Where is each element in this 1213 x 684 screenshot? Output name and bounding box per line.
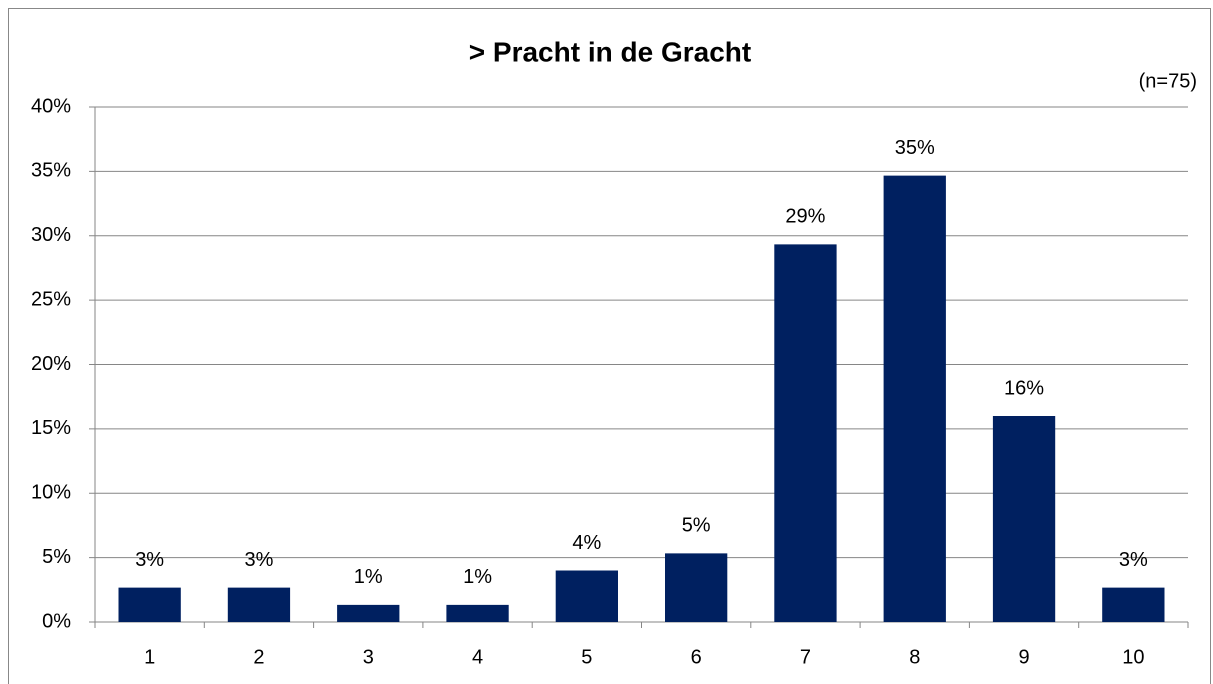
y-tick-label: 0%: [42, 610, 71, 632]
data-label: 35%: [895, 137, 935, 159]
x-tick-label: 9: [1018, 646, 1029, 668]
bar: [1102, 587, 1165, 622]
data-label: 4%: [572, 532, 601, 554]
bar: [118, 587, 181, 622]
x-tick-label: 3: [363, 646, 374, 668]
bar: [664, 553, 728, 622]
x-tick-label: 8: [909, 646, 920, 668]
bar: [446, 604, 509, 622]
y-tick-label: 20%: [31, 353, 71, 375]
y-tick-label: 10%: [31, 482, 71, 504]
bar: [227, 587, 291, 622]
bar: [992, 416, 1056, 622]
data-label: 29%: [785, 206, 825, 228]
bar: [337, 604, 400, 622]
x-tick-label: 1: [144, 646, 155, 668]
data-label: 3%: [244, 549, 273, 571]
x-tick-label: 6: [691, 646, 702, 668]
bar: [774, 244, 837, 622]
y-tick-label: 5%: [42, 546, 71, 568]
x-tick-label: 2: [253, 646, 264, 668]
data-label: 3%: [135, 549, 164, 571]
data-label: 16%: [1004, 377, 1044, 399]
chart-title: > Pracht in de Gracht: [469, 36, 751, 67]
x-tick-label: 5: [581, 646, 592, 668]
data-label: 5%: [682, 515, 711, 537]
y-tick-label: 40%: [31, 95, 71, 117]
data-label: 1%: [354, 566, 383, 588]
x-tick-label: 7: [800, 646, 811, 668]
x-tick-label: 4: [472, 646, 483, 668]
bar: [555, 570, 619, 622]
annotation: (n=75): [1139, 70, 1197, 92]
y-tick-label: 35%: [31, 160, 71, 182]
data-label: 1%: [463, 566, 492, 588]
y-tick-label: 25%: [31, 288, 71, 310]
data-label: 3%: [1119, 549, 1148, 571]
y-tick-label: 30%: [31, 224, 71, 246]
bar: [883, 175, 946, 622]
y-tick-label: 15%: [31, 417, 71, 439]
x-tick-label: 10: [1122, 646, 1144, 668]
